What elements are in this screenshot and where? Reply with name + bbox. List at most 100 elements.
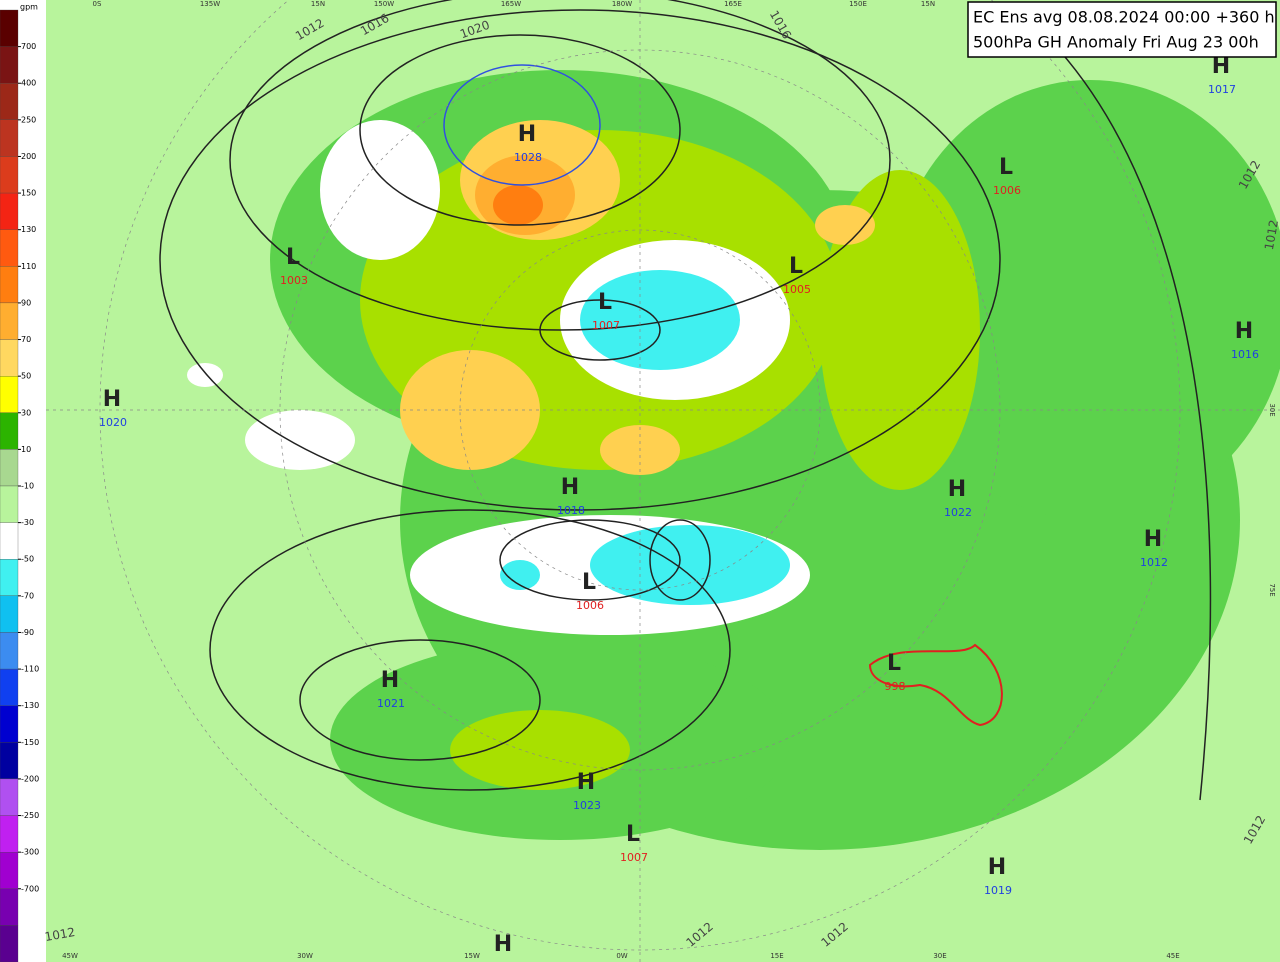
center-letter: L: [286, 245, 300, 270]
center-letter: H: [1144, 527, 1162, 552]
center-letter: H: [381, 668, 399, 693]
graticule: [46, 0, 1280, 962]
center-letter: H: [1212, 54, 1230, 79]
color-swatch: [0, 119, 19, 157]
center-value: 1022: [944, 506, 972, 519]
center-value: 1028: [514, 151, 542, 164]
field: [400, 350, 540, 470]
scale-label: -10: [21, 482, 34, 491]
contour: [868, 643, 1003, 727]
field: [187, 363, 223, 387]
color-swatch: [0, 925, 19, 962]
longitude-label: 15E: [770, 952, 783, 960]
center-value: 1019: [984, 884, 1012, 897]
scale-label: 50: [21, 372, 31, 381]
isobar: [649, 519, 711, 601]
colorbar: gpm 700 400 250 200 150 130 110 90 70 50 30 10 -10 -30…: [0, 3, 39, 962]
scale-label: -70: [21, 591, 34, 600]
field: [493, 185, 543, 225]
scale-label: -30: [21, 518, 34, 527]
longitude-label: 75E: [1268, 583, 1276, 596]
color-swatch: [0, 485, 19, 523]
color-swatch: [0, 742, 19, 780]
center-letter: H: [103, 387, 121, 412]
scale-label: 30: [21, 408, 31, 417]
center-value: 998: [885, 680, 906, 693]
longitude-label: 45W: [62, 952, 78, 960]
center-value: 1006: [993, 184, 1021, 197]
color-swatch: [0, 83, 19, 120]
isobars: [159, 0, 1212, 801]
field: [320, 120, 440, 260]
longitude-label: 15N: [311, 0, 325, 8]
color-swatch: [0, 595, 19, 633]
scale-label: 130: [21, 225, 36, 234]
blue-contour: [443, 64, 601, 186]
longitude-label: 165E: [724, 0, 742, 8]
center-value: 1012: [1140, 556, 1168, 569]
field: [590, 525, 790, 605]
center-value: 1006: [576, 599, 604, 612]
field: [500, 560, 540, 590]
longitude-label: 45E: [1166, 952, 1179, 960]
center-value: 1021: [377, 697, 405, 710]
scale-label: 700: [21, 42, 36, 51]
color-swatch: [0, 302, 19, 340]
longitude-label: 15W: [464, 952, 480, 960]
scale-label: 200: [21, 152, 36, 161]
scale-label: 150: [21, 189, 36, 198]
color-swatch: [0, 412, 19, 450]
longitude-label: 15N: [921, 0, 935, 8]
center-letter: H: [1235, 319, 1253, 344]
color-swatch: [0, 522, 19, 560]
longitude-label: 180W: [612, 0, 632, 8]
title-line: 500hPa GH Anomaly Fri Aug 23 00h: [973, 33, 1259, 52]
center-letter: H: [577, 770, 595, 795]
center-letter: H: [494, 932, 512, 957]
color-swatch: [0, 852, 19, 889]
center-letter: H: [948, 477, 966, 502]
color-swatch: [0, 339, 19, 377]
center-letter: L: [598, 290, 612, 315]
title-box: [967, 1, 1277, 58]
red-contour: [868, 643, 1003, 727]
scale-label: -300: [21, 848, 39, 857]
field: [580, 270, 740, 370]
contour: [443, 64, 601, 186]
center-letter: L: [582, 570, 596, 595]
center-value: 1017: [1208, 83, 1236, 96]
isobar: [229, 0, 891, 331]
longitude-label: 30W: [297, 952, 313, 960]
longitude-label: 135W: [200, 0, 220, 8]
isobar: [299, 639, 541, 761]
isobar: [1049, 39, 1212, 801]
scale-label: 110: [21, 262, 36, 271]
scale-label: 90: [21, 298, 31, 307]
center-letter: L: [626, 822, 640, 847]
longitude-label: 0S: [93, 0, 102, 8]
field: [450, 710, 630, 790]
isobar: [159, 9, 1001, 511]
color-swatch: [0, 888, 19, 926]
scale-label: -700: [21, 884, 39, 893]
isobar: [359, 34, 681, 226]
longitude-label: 165W: [501, 0, 521, 8]
isobar-label: 1012: [1262, 219, 1280, 252]
center-letter: H: [561, 475, 579, 500]
color-swatch: [0, 266, 19, 304]
color-swatch: [0, 376, 19, 413]
scale-label: 400: [21, 79, 36, 88]
scale-label: -200: [21, 774, 39, 783]
scale-unit: gpm: [20, 3, 38, 12]
color-swatch: [0, 229, 19, 267]
scale-label: -250: [21, 811, 39, 820]
scale-label: -130: [21, 701, 39, 710]
color-swatch: [0, 815, 19, 853]
center-letter: L: [789, 254, 803, 279]
center-value: 1020: [99, 416, 127, 429]
scale-label: 70: [21, 335, 31, 344]
center-value: 1007: [620, 851, 648, 864]
field: [245, 410, 355, 470]
color-swatch: [0, 559, 19, 596]
